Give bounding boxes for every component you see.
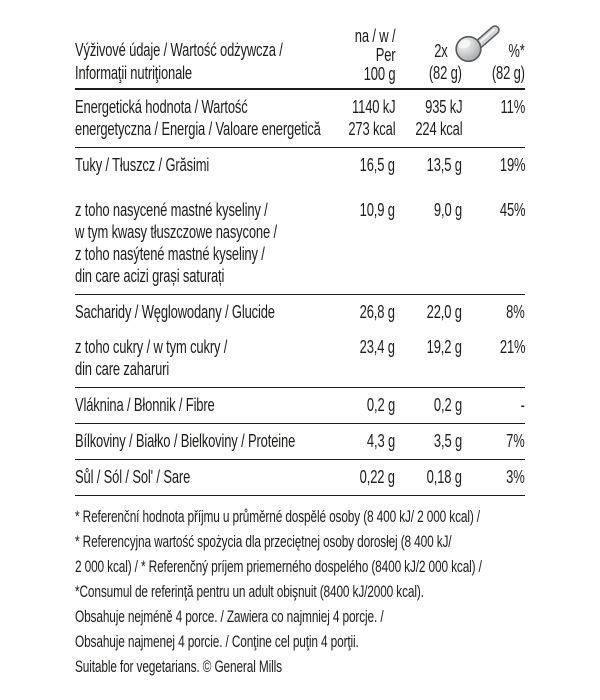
column-header-per-100g: na / w / Per 100 g xyxy=(354,26,395,84)
value-per-serving: 9,0 g xyxy=(433,200,462,220)
value-per-serving: 0,2 g xyxy=(433,395,462,415)
value-per-100g: 16,5 g xyxy=(359,155,395,175)
value-daily-pct: 21% xyxy=(499,337,525,357)
row-label: Sacharidy / Węglowodany / Glucide xyxy=(75,302,275,322)
pct-weight: (82 g) xyxy=(492,63,525,83)
row-label: Energetická hodnota / Wartość energetycz… xyxy=(75,97,321,139)
footnote-line: * Referenční hodnota příjmu u průměrné d… xyxy=(75,508,480,526)
footnote-line: *Consumul de referinţă pentru un adult o… xyxy=(75,583,424,601)
footnote-line: Suitable for vegetarians. © General Mill… xyxy=(75,658,282,676)
value-per-100g: 4,3 g xyxy=(366,431,395,451)
row-label: z toho nasycené mastné kyseliny / w tym … xyxy=(75,200,277,286)
column-header-daily-pct: %* (82 g) xyxy=(479,41,525,85)
value-per-serving: 0,18 g xyxy=(426,467,462,487)
value-per-100g: 1140 kJ 273 kcal xyxy=(347,97,395,139)
footnote-line: 2 000 kcal) / * Referenčný príjem prieme… xyxy=(75,558,482,576)
table-title: Výživové údaje / Wartość odżywcza / Info… xyxy=(75,40,283,83)
nutrition-row-carbohydrate: Sacharidy / Węglowodany / Glucide 26,8 g… xyxy=(75,295,525,330)
value-per-100g: 23,4 g xyxy=(359,337,395,357)
row-label: Tuky / Tłuszcz / Grăsimi xyxy=(75,155,210,175)
serving-weight: (82 g) xyxy=(429,63,462,83)
spoon-icon xyxy=(455,25,500,63)
nutrition-row-saturated-fat: z toho nasycené mastné kyseliny / w tym … xyxy=(75,193,525,295)
row-label: Bílkoviny / Białko / Bielkoviny / Protei… xyxy=(75,431,296,451)
value-daily-pct: 19% xyxy=(499,155,525,175)
footnote-line: Obsahuje najmenej 4 porcie. / Conţine ce… xyxy=(75,633,359,651)
row-label: Sůl / Sól / Sol' / Sare xyxy=(75,467,191,487)
value-per-serving: 22,0 g xyxy=(426,302,462,322)
nutrition-row-energy: Energetická hodnota / Wartość energetycz… xyxy=(75,90,525,148)
row-label: Vláknina / Błonnik / Fibre xyxy=(75,395,215,415)
nutrition-row-salt: Sůl / Sól / Sol' / Sare 0,22 g 0,18 g 3% xyxy=(75,460,525,496)
nutrition-row-fibre: Vláknina / Błonnik / Fibre 0,2 g 0,2 g - xyxy=(75,388,525,424)
pct-symbol: %* xyxy=(508,41,525,61)
value-per-100g: 26,8 g xyxy=(359,302,395,322)
nutrition-row-protein: Bílkoviny / Białko / Bielkoviny / Protei… xyxy=(75,424,525,460)
footnotes: * Referenční hodnota příjmu u průměrné d… xyxy=(75,505,525,680)
value-per-100g: 0,22 g xyxy=(359,467,395,487)
value-daily-pct: 45% xyxy=(499,200,525,220)
value-daily-pct: 11% xyxy=(500,97,525,117)
serving-multiplier: 2x xyxy=(434,41,449,61)
value-daily-pct: - xyxy=(520,395,525,415)
nutrition-row-sugars: z toho cukry / w tym cukry / din care za… xyxy=(75,330,525,388)
table-header: Výživové údaje / Wartość odżywcza / Info… xyxy=(75,24,525,90)
value-per-serving: 3,5 g xyxy=(433,431,462,451)
value-daily-pct: 8% xyxy=(506,302,526,322)
value-per-serving: 935 kJ 224 kcal xyxy=(414,97,462,139)
value-daily-pct: 7% xyxy=(506,431,526,451)
value-per-100g: 10,9 g xyxy=(359,200,395,220)
footnote-line: * Referencyjna wartość spożycia dla prze… xyxy=(75,533,452,551)
value-per-serving: 19,2 g xyxy=(426,337,462,357)
column-header-per-serving: 2x (82 g) xyxy=(416,41,462,85)
value-daily-pct: 3% xyxy=(506,467,526,487)
nutrition-row-fat: Tuky / Tłuszcz / Grăsimi 16,5 g 13,5 g 1… xyxy=(75,148,525,193)
nutrition-table: Výživové údaje / Wartość odżywcza / Info… xyxy=(75,24,525,680)
footnote-line: Obsahuje nejméně 4 porce. / Zawiera co n… xyxy=(75,608,384,626)
value-per-100g: 0,2 g xyxy=(366,395,395,415)
row-label: z toho cukry / w tym cukry / din care za… xyxy=(75,337,228,379)
value-per-serving: 13,5 g xyxy=(426,155,462,175)
